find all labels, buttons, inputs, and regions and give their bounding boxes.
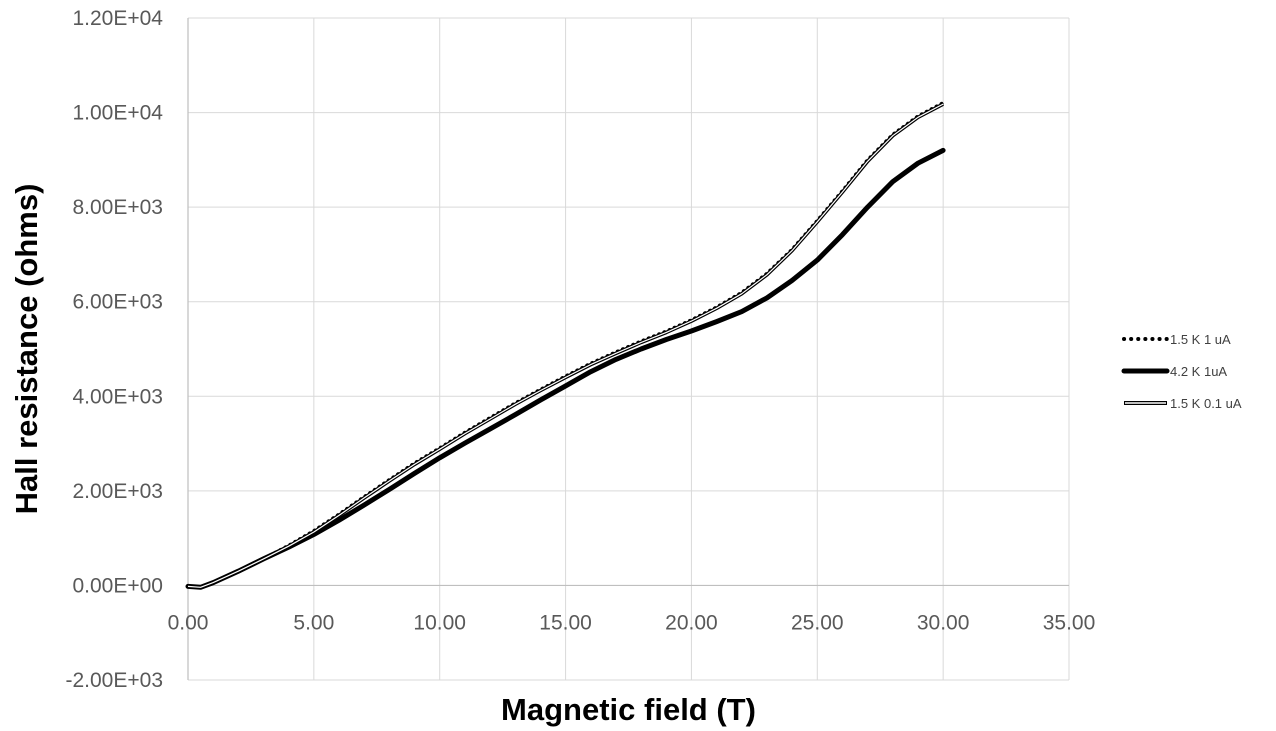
- y-axis-title: Hall resistance (ohms): [9, 184, 44, 515]
- y-tick-label: 6.00E+03: [72, 291, 163, 314]
- y-tick-label: 2.00E+03: [72, 480, 163, 503]
- x-tick-label: 20.00: [665, 611, 718, 634]
- y-tick-label: 8.00E+03: [72, 196, 163, 219]
- x-tick-label: 30.00: [917, 611, 970, 634]
- series-line-1-5-k-0-1-ua-inner: [187, 103, 944, 588]
- y-tick-label: 0.00E+00: [72, 574, 163, 597]
- legend: 1.5 K 1 uA 4.2 K 1uA 1.5 K 0.1 uA: [1121, 332, 1242, 411]
- x-tick-label: 25.00: [791, 611, 844, 634]
- series-lines: [185, 101, 946, 590]
- x-axis-title: Magnetic field (T): [501, 692, 756, 727]
- x-tick-label: 5.00: [293, 611, 334, 634]
- legend-label: 1.5 K 0.1 uA: [1170, 396, 1242, 411]
- x-tick-label: 15.00: [539, 611, 592, 634]
- axes: [187, 18, 1069, 680]
- y-tick-label: 1.20E+04: [72, 7, 163, 30]
- y-tick-label: 1.00E+04: [72, 102, 163, 125]
- tick-labels: -2.00E+03 0.00E+00 2.00E+03 4.00E+03 6.00E+0…: [66, 7, 1096, 692]
- gridlines: [188, 17, 1070, 681]
- x-tick-label: 10.00: [413, 611, 466, 634]
- legend-label: 4.2 K 1uA: [1170, 364, 1227, 379]
- x-tick-label: 35.00: [1043, 611, 1096, 634]
- y-tick-label: 4.00E+03: [72, 385, 163, 408]
- x-tick-label: 0.00: [168, 611, 209, 634]
- legend-label: 1.5 K 1 uA: [1170, 332, 1231, 347]
- y-tick-label: -2.00E+03: [66, 669, 164, 692]
